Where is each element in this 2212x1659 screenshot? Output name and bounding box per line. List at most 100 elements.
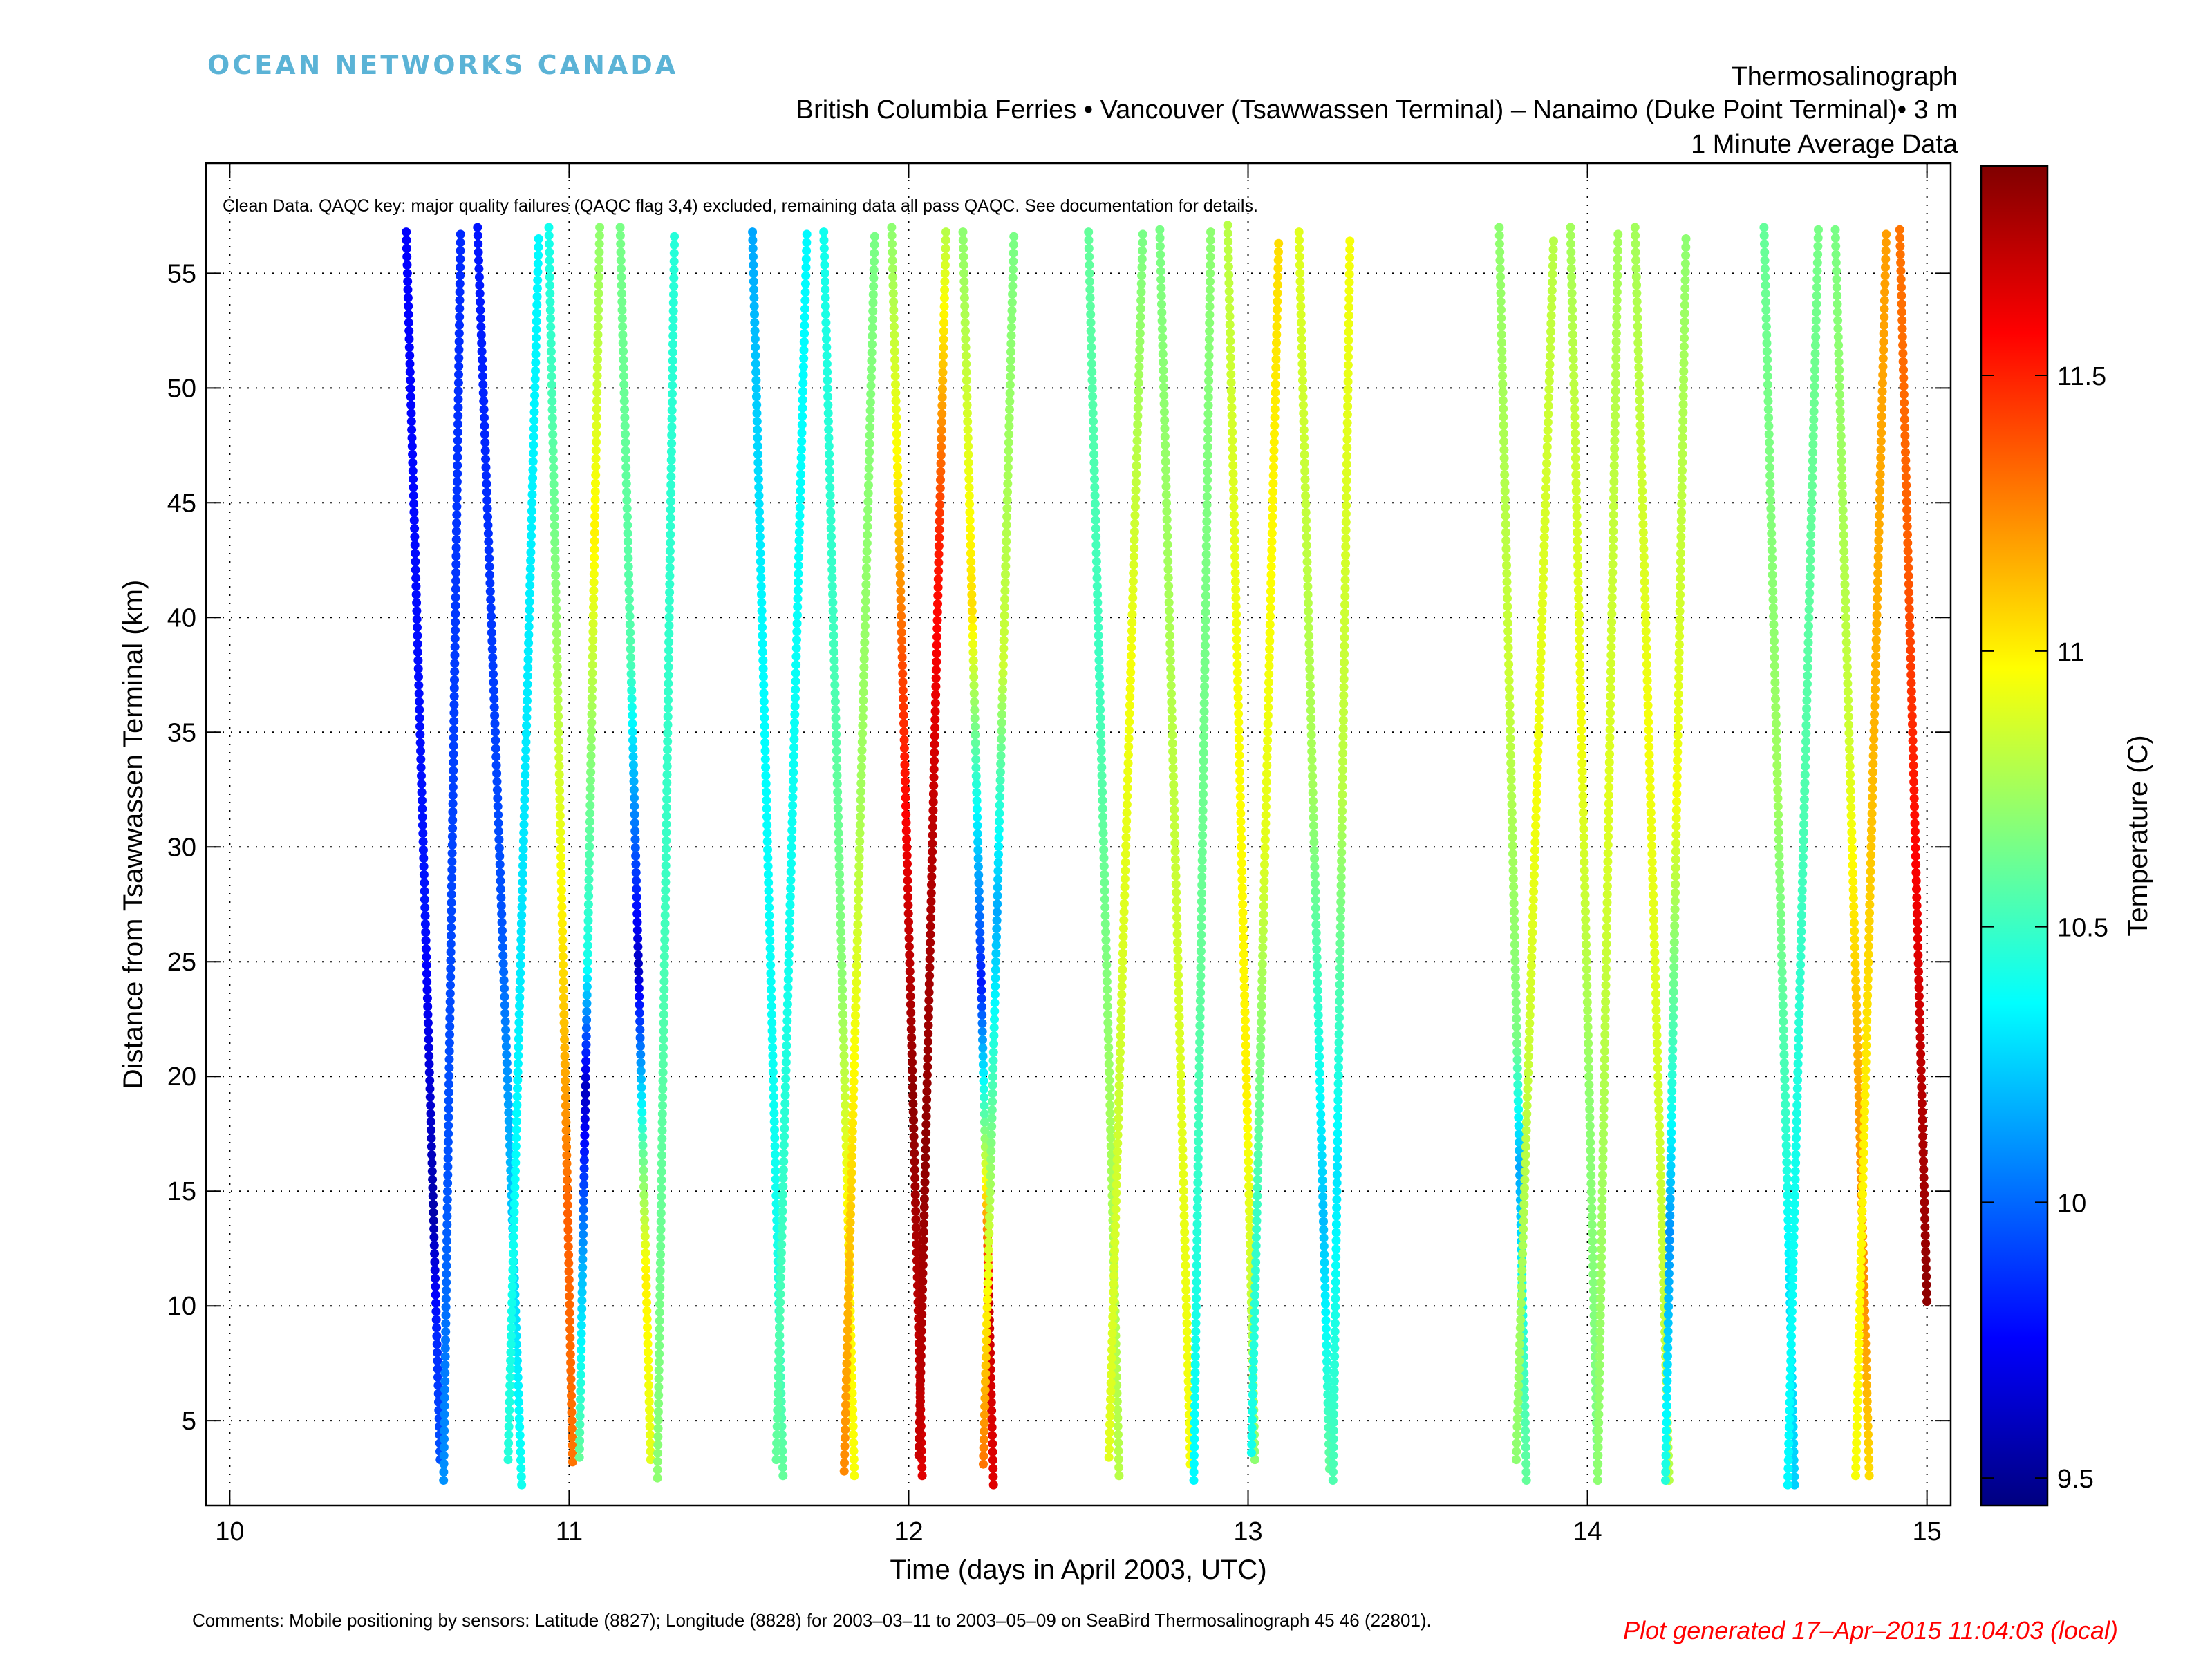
- data-point: [852, 969, 861, 979]
- data-point: [1569, 387, 1579, 397]
- data-point: [836, 903, 845, 912]
- data-point: [770, 1150, 780, 1159]
- data-point: [1178, 1153, 1188, 1163]
- data-point: [1305, 664, 1315, 674]
- data-point: [1780, 1075, 1790, 1085]
- data-point: [1296, 301, 1306, 311]
- data-point: [1787, 1306, 1797, 1316]
- data-point: [1643, 709, 1653, 718]
- data-point: [591, 453, 601, 463]
- data-point: [752, 409, 762, 418]
- data-point: [1227, 411, 1237, 420]
- data-point: [1583, 1031, 1593, 1040]
- data-point: [1255, 1051, 1265, 1060]
- data-point: [829, 631, 838, 640]
- data-point: [908, 1082, 917, 1092]
- data-point: [443, 1145, 453, 1155]
- data-point: [779, 1156, 789, 1166]
- data-point: [528, 465, 538, 475]
- data-point: [907, 1033, 917, 1042]
- data-point: [1635, 412, 1645, 422]
- data-point: [1177, 1120, 1187, 1130]
- data-point: [822, 350, 832, 360]
- data-point: [938, 359, 948, 369]
- data-point: [840, 1433, 850, 1443]
- data-point: [1272, 338, 1281, 348]
- data-point: [852, 944, 862, 954]
- data-point: [1342, 460, 1351, 469]
- data-point: [1762, 330, 1772, 339]
- data-point: [411, 590, 421, 599]
- data-point: [1668, 1045, 1678, 1055]
- data-point: [545, 289, 555, 299]
- data-point: [918, 1277, 928, 1286]
- data-point: [1651, 981, 1660, 991]
- data-point: [980, 1418, 989, 1428]
- data-point: [426, 1109, 435, 1118]
- data-point: [506, 1356, 516, 1365]
- data-point: [1791, 1141, 1801, 1151]
- data-point: [1661, 1451, 1671, 1461]
- data-point: [1608, 576, 1618, 585]
- data-point: [1667, 1070, 1677, 1080]
- data-point: [585, 776, 595, 785]
- data-point: [1001, 570, 1010, 579]
- data-point: [1203, 384, 1213, 394]
- data-point: [615, 223, 625, 232]
- data-point: [1205, 285, 1215, 294]
- data-point: [939, 335, 948, 344]
- data-point: [409, 491, 418, 500]
- data-point: [929, 781, 939, 791]
- data-point: [505, 1380, 515, 1390]
- data-point: [908, 1091, 918, 1100]
- data-point: [546, 322, 556, 332]
- data-point: [760, 705, 769, 715]
- data-point: [967, 581, 976, 591]
- data-point: [1089, 441, 1098, 451]
- data-point: [577, 1337, 586, 1347]
- data-point: [1603, 848, 1613, 858]
- data-point: [412, 615, 422, 624]
- data-point: [1181, 1294, 1191, 1303]
- data-point: [927, 872, 937, 881]
- data-point: [1838, 514, 1848, 523]
- data-point: [868, 331, 877, 341]
- data-point: [663, 745, 672, 754]
- data-point: [587, 718, 597, 727]
- data-point: [579, 1172, 589, 1181]
- data-point: [765, 903, 774, 912]
- data-point: [454, 328, 464, 338]
- data-point: [855, 836, 865, 846]
- data-point: [782, 1041, 791, 1051]
- data-point: [577, 1312, 586, 1322]
- data-point: [849, 1446, 859, 1456]
- data-point: [1262, 752, 1272, 762]
- data-point: [1329, 1418, 1338, 1427]
- data-point: [658, 1100, 667, 1110]
- data-point: [1548, 245, 1558, 254]
- data-point: [1314, 1019, 1323, 1029]
- data-point: [590, 536, 599, 546]
- data-point: [507, 1315, 516, 1324]
- data-point: [968, 631, 977, 641]
- data-point: [1094, 615, 1103, 624]
- data-point: [1635, 395, 1644, 405]
- data-point: [625, 603, 635, 612]
- data-point: [621, 479, 631, 489]
- data-point: [1677, 482, 1687, 492]
- data-point: [1106, 1378, 1116, 1388]
- data-point: [917, 1293, 927, 1303]
- data-point: [823, 375, 832, 385]
- data-point: [1189, 1476, 1199, 1485]
- data-point: [1344, 261, 1354, 271]
- data-point: [863, 497, 873, 507]
- data-point: [1193, 1153, 1203, 1163]
- data-point: [1833, 316, 1843, 326]
- data-point: [1575, 643, 1584, 653]
- data-point: [837, 977, 847, 986]
- data-point: [1203, 426, 1213, 435]
- data-point: [480, 429, 489, 439]
- data-point: [527, 482, 537, 491]
- data-point: [867, 348, 877, 357]
- data-point: [1203, 418, 1213, 427]
